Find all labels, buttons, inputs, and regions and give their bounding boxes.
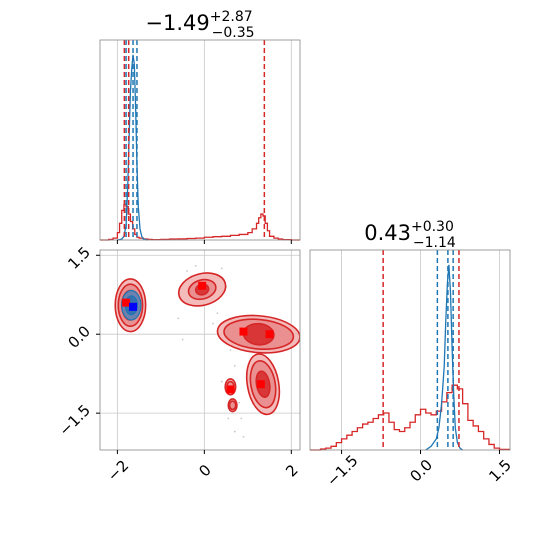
scatter-point [181, 338, 184, 341]
sample-marker-red [198, 281, 207, 290]
scatter-point [212, 322, 214, 325]
title-lower-error: −1.14 [413, 235, 456, 251]
param1-histogram-panel: −1.49+2.87 −0.35 [99, 9, 301, 244]
histogram-series [310, 384, 510, 451]
sample-marker-blue [129, 302, 138, 311]
param2-histogram-panel: −1.5 0.0 1.5 0.43+0.30 −1.14 [309, 219, 515, 490]
joint-frame [99, 249, 301, 451]
title-median: −1.49 [145, 11, 209, 35]
x-tick-label: 0.0 [406, 456, 436, 486]
scatter-point [227, 417, 230, 420]
x-tick-label: 2 [282, 461, 301, 480]
x-tick-label: −2 [104, 457, 132, 485]
scatter-point [240, 417, 243, 420]
sample-marker-red [226, 385, 235, 394]
sample-marker-red [256, 380, 265, 389]
param1-frame [99, 39, 301, 241]
scatter-point [233, 364, 236, 367]
density-contour-red [228, 400, 237, 411]
scatter-point [229, 349, 232, 351]
scatter-point [194, 264, 197, 267]
scatter-point [220, 267, 223, 270]
y-tick-label: 1.5 [64, 243, 94, 273]
scatter-point [186, 270, 188, 272]
scatter-point [238, 401, 241, 404]
param2-frame [309, 249, 511, 451]
scatter-point [216, 312, 219, 315]
sample-marker-red [265, 330, 274, 339]
y-tick-label: 0.0 [64, 322, 94, 352]
title-upper-error: +2.87 [210, 9, 253, 25]
title-upper-error: +0.30 [411, 219, 454, 235]
scatter-point [177, 317, 180, 320]
scatter-point [220, 380, 223, 383]
sample-marker-red [122, 298, 131, 307]
x-tick-label: −1.5 [323, 451, 361, 489]
title-lower-error: −0.35 [212, 25, 255, 41]
param1-title: −1.49+2.87 −0.35 [145, 9, 254, 41]
histogram-series [100, 204, 300, 241]
x-tick-label: 0 [195, 461, 214, 480]
y-tick-label: −1.5 [56, 401, 94, 439]
histogram-series [425, 264, 463, 451]
sample-marker-red [239, 327, 248, 336]
param2-title: 0.43+0.30 −1.14 [364, 219, 456, 251]
scatter-point [242, 435, 245, 438]
joint-contour-panel: −2 0 2 −1.5 0.0 1.5 [56, 243, 302, 485]
title-median: 0.43 [364, 221, 411, 245]
scatter-point [233, 430, 236, 433]
x-tick-label: 1.5 [485, 456, 515, 486]
